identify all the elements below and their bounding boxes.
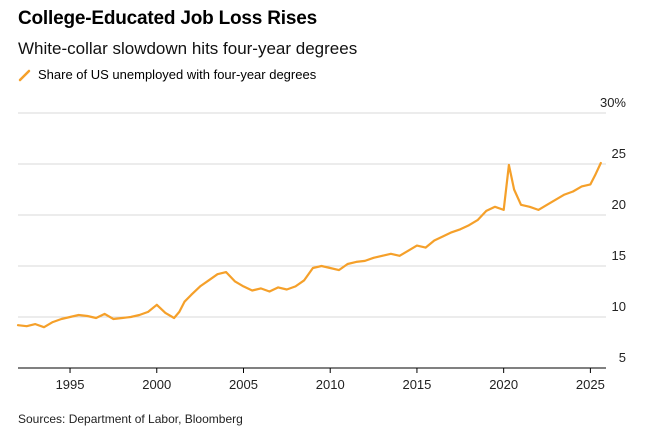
data-point bbox=[233, 280, 236, 283]
data-point bbox=[164, 312, 167, 314]
data-point bbox=[442, 235, 444, 238]
y-tick-label: 10 bbox=[612, 299, 626, 314]
y-tick-label: 15 bbox=[612, 248, 626, 263]
data-point bbox=[398, 254, 401, 257]
data-point bbox=[43, 326, 45, 329]
data-point bbox=[485, 210, 488, 212]
data-point bbox=[468, 224, 470, 227]
data-point bbox=[594, 173, 597, 176]
data-point bbox=[121, 317, 123, 319]
data-point bbox=[390, 252, 392, 255]
chart-title: College-Educated Job Loss Rises bbox=[18, 8, 317, 29]
data-point bbox=[216, 273, 219, 276]
data-point bbox=[207, 279, 210, 282]
x-tick-label: 2000 bbox=[142, 377, 171, 392]
data-point bbox=[433, 239, 436, 242]
data-point bbox=[173, 317, 176, 319]
data-point bbox=[277, 286, 280, 289]
data-point bbox=[537, 209, 540, 211]
legend-swatch bbox=[18, 69, 31, 81]
data-point bbox=[138, 314, 141, 316]
data-point bbox=[589, 183, 592, 186]
data-point bbox=[155, 303, 158, 306]
data-point bbox=[329, 267, 332, 269]
data-point bbox=[494, 205, 496, 208]
data-point bbox=[86, 315, 89, 317]
data-point bbox=[599, 162, 602, 164]
data-point bbox=[554, 198, 557, 201]
data-point bbox=[294, 285, 297, 288]
data-point bbox=[268, 290, 271, 293]
data-point bbox=[424, 246, 427, 249]
data-point bbox=[311, 267, 314, 269]
data-point bbox=[183, 300, 186, 303]
data-point bbox=[364, 260, 366, 262]
data-point bbox=[459, 228, 462, 231]
data-point bbox=[285, 288, 288, 291]
y-tick-label: 25 bbox=[612, 146, 626, 161]
x-tick-label: 2005 bbox=[229, 377, 258, 392]
data-point bbox=[416, 244, 418, 247]
data-point bbox=[520, 203, 522, 206]
y-tick-label: 5 bbox=[619, 350, 626, 365]
data-point bbox=[572, 190, 574, 193]
data-point bbox=[242, 285, 245, 288]
data-point bbox=[103, 313, 106, 315]
legend: Share of US unemployed with four-year de… bbox=[18, 67, 316, 82]
y-tick-label: 30% bbox=[600, 95, 626, 110]
data-point bbox=[372, 256, 375, 259]
data-point bbox=[346, 263, 349, 265]
data-point bbox=[112, 318, 115, 320]
data-point bbox=[251, 289, 254, 292]
data-point bbox=[69, 316, 71, 318]
data-point bbox=[199, 285, 202, 288]
data-point bbox=[178, 311, 181, 313]
data-point bbox=[563, 193, 566, 196]
data-point bbox=[450, 231, 453, 234]
data-point bbox=[77, 314, 80, 316]
x-tick-label: 2015 bbox=[402, 377, 431, 392]
data-point bbox=[580, 185, 583, 188]
y-tick-label: 20 bbox=[612, 197, 626, 212]
x-tick-label: 1995 bbox=[56, 377, 85, 392]
data-point bbox=[259, 287, 262, 290]
data-point bbox=[407, 249, 410, 252]
data-point bbox=[337, 269, 340, 271]
data-point bbox=[513, 188, 515, 191]
series-line bbox=[16, 161, 602, 329]
source-note: Sources: Department of Labor, Bloomberg bbox=[18, 412, 243, 426]
data-point bbox=[476, 219, 479, 222]
chart-subtitle: White-collar slowdown hits four-year deg… bbox=[18, 39, 358, 58]
data-point bbox=[25, 325, 28, 328]
data-point bbox=[502, 209, 505, 211]
data-point bbox=[303, 279, 306, 282]
data-point bbox=[546, 203, 548, 206]
data-point bbox=[381, 254, 384, 257]
data-point bbox=[51, 321, 54, 323]
data-point bbox=[95, 317, 97, 319]
data-point bbox=[34, 323, 37, 326]
data-point bbox=[355, 261, 358, 263]
x-tick-label: 2020 bbox=[489, 377, 518, 392]
data-point bbox=[507, 164, 510, 166]
x-tick-label: 2025 bbox=[576, 377, 605, 392]
data-point bbox=[528, 205, 531, 208]
legend-label: Share of US unemployed with four-year de… bbox=[38, 67, 317, 82]
data-point bbox=[190, 293, 193, 296]
data-point bbox=[225, 271, 228, 274]
data-point bbox=[129, 316, 132, 318]
x-tick-label: 2010 bbox=[316, 377, 345, 392]
data-point bbox=[17, 324, 19, 327]
data-point bbox=[60, 318, 63, 320]
data-point bbox=[147, 311, 149, 313]
data-point bbox=[320, 265, 323, 267]
